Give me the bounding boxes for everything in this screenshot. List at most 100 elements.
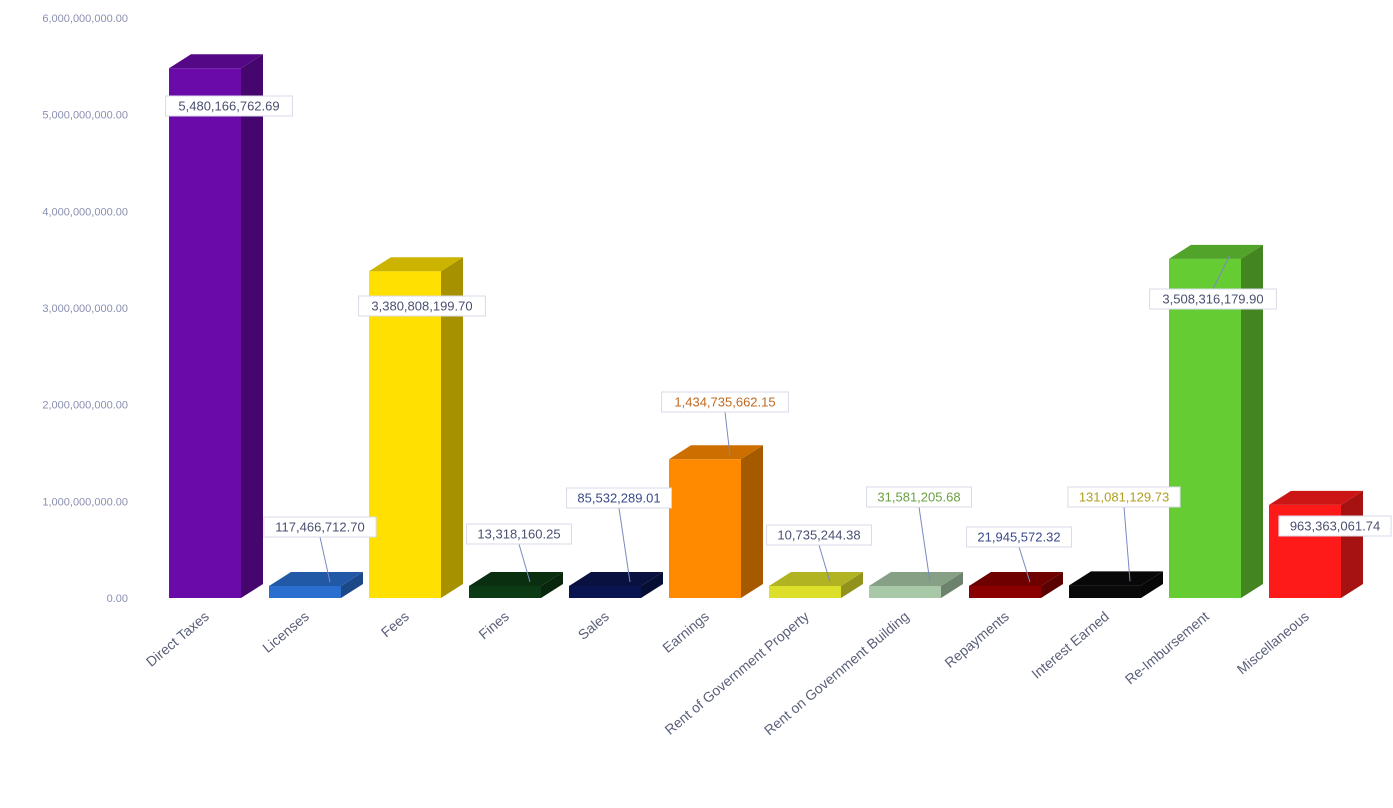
bar-top — [469, 572, 563, 586]
data-label-text: 117,466,712.70 — [275, 520, 364, 535]
bar-front — [769, 586, 841, 598]
bar — [1069, 571, 1163, 598]
bar-top — [1169, 244, 1263, 259]
bar-top — [769, 572, 863, 586]
data-label: 3,508,316,179.90 — [1149, 254, 1277, 310]
bar-side — [241, 54, 263, 598]
data-label: 3,380,808,199.70 — [358, 295, 486, 317]
data-label-box — [566, 487, 672, 509]
bar — [769, 572, 863, 598]
bar-front — [369, 271, 441, 598]
bar-top — [269, 572, 363, 586]
data-label: 10,735,244.38 — [766, 524, 872, 583]
bars-group — [169, 54, 1363, 598]
bar-top — [369, 257, 463, 272]
bar — [169, 54, 263, 598]
bar-front — [569, 586, 641, 598]
bar — [969, 572, 1063, 598]
bar-side — [641, 572, 663, 598]
y-tick-label: 1,000,000,000.00 — [42, 496, 128, 508]
bar-side — [841, 572, 863, 598]
bar-top — [569, 572, 663, 586]
bar-front — [969, 586, 1041, 598]
y-tick-label: 3,000,000,000.00 — [42, 303, 128, 315]
data-label: 963,363,061.74 — [1278, 515, 1392, 537]
bar-front — [869, 586, 941, 598]
data-label-box — [866, 486, 972, 508]
bar-side — [941, 572, 963, 598]
data-label-text: 10,735,244.38 — [777, 528, 860, 543]
data-label-text: 131,081,129.73 — [1079, 490, 1169, 505]
bar — [469, 572, 563, 598]
data-label-box — [661, 391, 789, 413]
bar — [869, 572, 963, 598]
y-tick-label: 2,000,000,000.00 — [42, 400, 128, 412]
bar-top — [1269, 490, 1363, 505]
bar-top — [669, 445, 763, 460]
y-axis: 0.00 1,000,000,000.00 2,000,000,000.00 3,00… — [42, 13, 128, 605]
data-label-text: 85,532,289.01 — [577, 491, 660, 506]
bar-front — [169, 68, 241, 598]
data-label-text: 5,480,166,762.69 — [178, 99, 279, 114]
bar-front — [469, 586, 541, 598]
bar-front — [269, 586, 341, 598]
data-label: 85,532,289.01 — [566, 487, 672, 583]
data-label-text: 1,434,735,662.15 — [674, 395, 775, 410]
bar-side — [1341, 490, 1363, 598]
bar-side — [1241, 244, 1263, 598]
leader-line — [1123, 506, 1131, 582]
y-tick-label: 0.00 — [107, 593, 128, 605]
data-label: 131,081,129.73 — [1067, 486, 1181, 582]
y-tick-label: 5,000,000,000.00 — [42, 110, 128, 122]
bar-side — [1141, 571, 1163, 598]
leader-line — [1212, 254, 1231, 290]
data-label: 21,945,572.32 — [966, 526, 1072, 583]
data-label: 5,480,166,762.69 — [165, 95, 293, 117]
data-label-box — [966, 526, 1072, 548]
data-label: 13,318,160.25 — [466, 523, 572, 583]
data-label-box — [1278, 515, 1392, 537]
bar — [369, 257, 463, 598]
bar-top — [1069, 571, 1163, 586]
bar-front — [1169, 258, 1241, 598]
data-label-box — [1067, 486, 1181, 508]
bar-side — [741, 445, 763, 598]
bar — [569, 572, 663, 598]
data-label-text: 31,581,205.68 — [877, 490, 960, 505]
data-label-box — [466, 523, 572, 545]
data-label-box — [1149, 288, 1277, 310]
bar — [669, 445, 763, 598]
bar — [1269, 490, 1363, 598]
y-tick-label: 4,000,000,000.00 — [42, 206, 128, 218]
bar-top — [169, 54, 263, 69]
leader-line — [724, 411, 731, 456]
bar-side — [441, 257, 463, 598]
bar — [269, 572, 363, 598]
data-label-text: 3,380,808,199.70 — [371, 299, 472, 314]
data-labels-group: 5,480,166,762.69 117,466,712.70 3,380,808,… — [165, 95, 1392, 583]
data-label: 1,434,735,662.15 — [661, 391, 789, 456]
y-tick-label: 6,000,000,000.00 — [42, 13, 128, 25]
bar-side — [1041, 572, 1063, 598]
bar-side — [541, 572, 563, 598]
bar — [1169, 244, 1263, 598]
data-label-box — [358, 295, 486, 317]
leader-line — [918, 506, 931, 583]
leader-line — [818, 544, 831, 583]
bar-front — [1069, 585, 1141, 598]
data-label: 31,581,205.68 — [866, 486, 972, 583]
data-label-text: 963,363,061.74 — [1290, 519, 1380, 534]
bar-top — [969, 572, 1063, 586]
bar-side — [341, 572, 363, 598]
data-label-text: 3,508,316,179.90 — [1162, 292, 1263, 307]
data-label-box — [263, 516, 377, 538]
data-label-box — [165, 95, 293, 117]
bar-top — [869, 572, 963, 586]
leader-line — [518, 543, 531, 583]
leader-line — [319, 536, 331, 583]
data-label-box — [766, 524, 872, 546]
leader-line — [1018, 546, 1031, 583]
data-label-text: 13,318,160.25 — [477, 527, 560, 542]
